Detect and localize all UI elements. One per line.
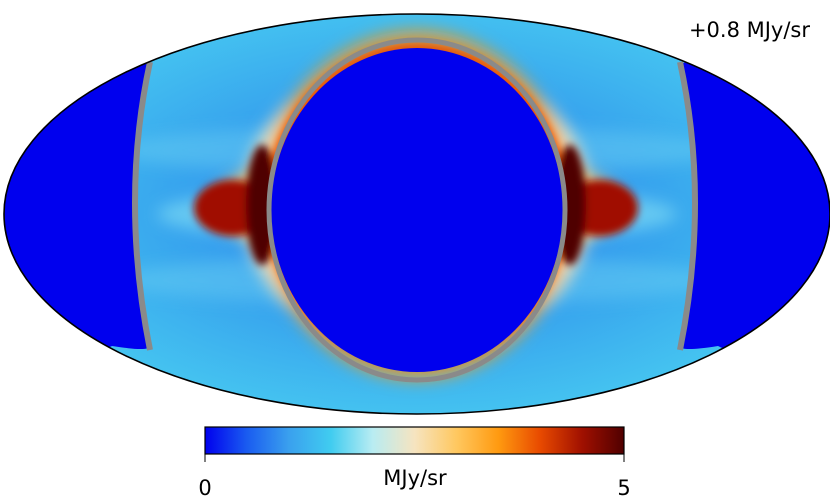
colorbar-unit-label: MJy/sr	[383, 466, 447, 490]
offset-annotation: +0.8 MJy/sr	[688, 18, 810, 42]
colorbar	[204, 426, 625, 455]
central-masked-region	[271, 48, 563, 372]
map-body	[4, 14, 830, 414]
right-masked-region	[680, 20, 830, 400]
right-ring-arc	[677, 61, 698, 351]
map-outline	[3, 13, 830, 415]
colorbar-min-label: 0	[198, 476, 212, 500]
left-masked-region	[4, 20, 150, 400]
colorbar-max-label: 5	[617, 476, 631, 500]
inner-ring	[266, 37, 568, 383]
left-ring-arc	[132, 61, 153, 351]
